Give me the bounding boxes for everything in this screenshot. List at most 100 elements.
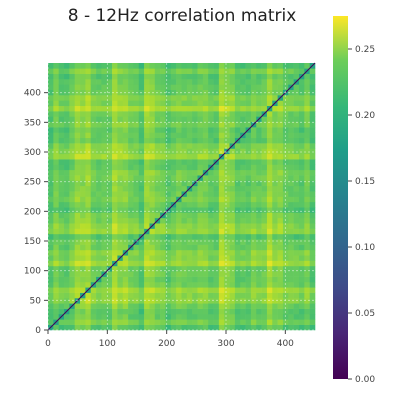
heatmap-cell	[106, 287, 113, 293]
heatmap-cell	[309, 137, 316, 144]
heatmap-cell	[170, 79, 177, 85]
heatmap-cell	[240, 271, 246, 277]
heatmap-cell	[240, 185, 246, 192]
heatmap-cell	[229, 79, 236, 85]
heatmap-cell	[74, 196, 81, 203]
heatmap-cell	[53, 287, 59, 293]
heatmap-cell	[197, 287, 204, 293]
heatmap-cell	[309, 68, 316, 74]
heatmap-cell	[277, 308, 284, 315]
heatmap-cell	[309, 191, 316, 197]
heatmap-cell	[69, 292, 75, 299]
heatmap-cell	[293, 175, 300, 181]
heatmap-cell	[176, 111, 182, 117]
heatmap-cell	[288, 196, 294, 203]
heatmap-cell	[69, 324, 75, 331]
heatmap-cell	[256, 148, 262, 155]
heatmap-cell	[90, 169, 97, 176]
heatmap-cell	[133, 265, 140, 272]
heatmap-cell	[224, 233, 230, 240]
heatmap-cell	[112, 239, 118, 245]
heatmap-cell	[208, 223, 214, 229]
heatmap-cell	[90, 308, 97, 315]
heatmap-cell	[138, 105, 145, 112]
heatmap-cell	[74, 292, 81, 299]
heatmap-cell	[245, 244, 252, 251]
heatmap-cell	[272, 89, 278, 96]
heatmap-cell	[234, 121, 241, 128]
heatmap-cell	[202, 319, 209, 325]
heatmap-cell	[224, 111, 230, 117]
heatmap-cell	[122, 175, 129, 181]
heatmap-cell	[240, 265, 246, 272]
heatmap-cell	[282, 84, 289, 90]
heatmap-cell	[58, 217, 65, 224]
heatmap-cell	[250, 143, 257, 149]
heatmap-cell	[261, 281, 268, 288]
heatmap-cell	[112, 143, 118, 149]
heatmap-cell	[64, 191, 70, 197]
heatmap-cell	[288, 260, 294, 267]
heatmap-cell	[80, 249, 86, 256]
heatmap-cell	[64, 89, 70, 96]
heatmap-cell	[272, 95, 278, 101]
heatmap-cell	[282, 281, 289, 288]
heatmap-cell	[304, 276, 310, 283]
heatmap-cell	[250, 255, 257, 261]
heatmap-cell	[293, 255, 300, 261]
heatmap-cell	[128, 79, 134, 85]
heatmap-cell	[245, 185, 252, 192]
heatmap-cell	[213, 313, 220, 320]
heatmap-cell	[304, 137, 310, 144]
heatmap-cell	[224, 244, 230, 251]
heatmap-cell	[218, 324, 225, 331]
heatmap-cell	[208, 233, 214, 240]
heatmap-cell	[181, 143, 188, 149]
heatmap-cell	[224, 319, 230, 325]
heatmap-cell	[240, 201, 246, 208]
heatmap-cell	[213, 260, 220, 267]
heatmap-cell	[181, 265, 188, 272]
heatmap-cell	[192, 207, 198, 213]
heatmap-cell	[160, 191, 166, 197]
heatmap-cell	[149, 153, 156, 160]
heatmap-cell	[309, 228, 316, 235]
heatmap-cell	[304, 260, 310, 267]
heatmap-cell	[192, 185, 198, 192]
heatmap-cell	[272, 223, 278, 229]
heatmap-cell	[213, 287, 220, 293]
heatmap-cell	[90, 73, 97, 80]
heatmap-cell	[69, 84, 75, 90]
heatmap-cell	[90, 292, 97, 299]
heatmap-cell	[266, 100, 273, 107]
heatmap-cell	[96, 212, 102, 219]
heatmap-cell	[304, 212, 310, 219]
heatmap-cell	[138, 287, 145, 293]
heatmap-cell	[229, 121, 236, 128]
heatmap-cell	[293, 207, 300, 213]
heatmap-cell	[165, 105, 172, 112]
heatmap-cell	[122, 271, 129, 277]
heatmap-cell	[192, 303, 198, 309]
heatmap-cell	[197, 255, 204, 261]
heatmap-cell	[165, 169, 172, 176]
heatmap-cell	[261, 68, 268, 74]
heatmap-cell	[138, 324, 145, 331]
heatmap-cell	[128, 324, 134, 331]
heatmap-cell	[245, 271, 252, 277]
heatmap-cell	[101, 228, 108, 235]
heatmap-cell	[165, 143, 172, 149]
heatmap-cell	[48, 207, 54, 213]
heatmap-cell	[165, 175, 172, 181]
heatmap-cell	[106, 201, 113, 208]
heatmap-cell	[154, 271, 161, 277]
heatmap-cell	[304, 313, 310, 320]
heatmap-cell	[117, 212, 124, 219]
heatmap-cell	[176, 132, 182, 139]
heatmap-cell	[122, 265, 129, 272]
heatmap-cell	[224, 201, 230, 208]
heatmap-cell	[160, 63, 166, 69]
heatmap-cell	[197, 143, 204, 149]
heatmap-cell	[69, 191, 75, 197]
heatmap-cell	[80, 79, 86, 85]
